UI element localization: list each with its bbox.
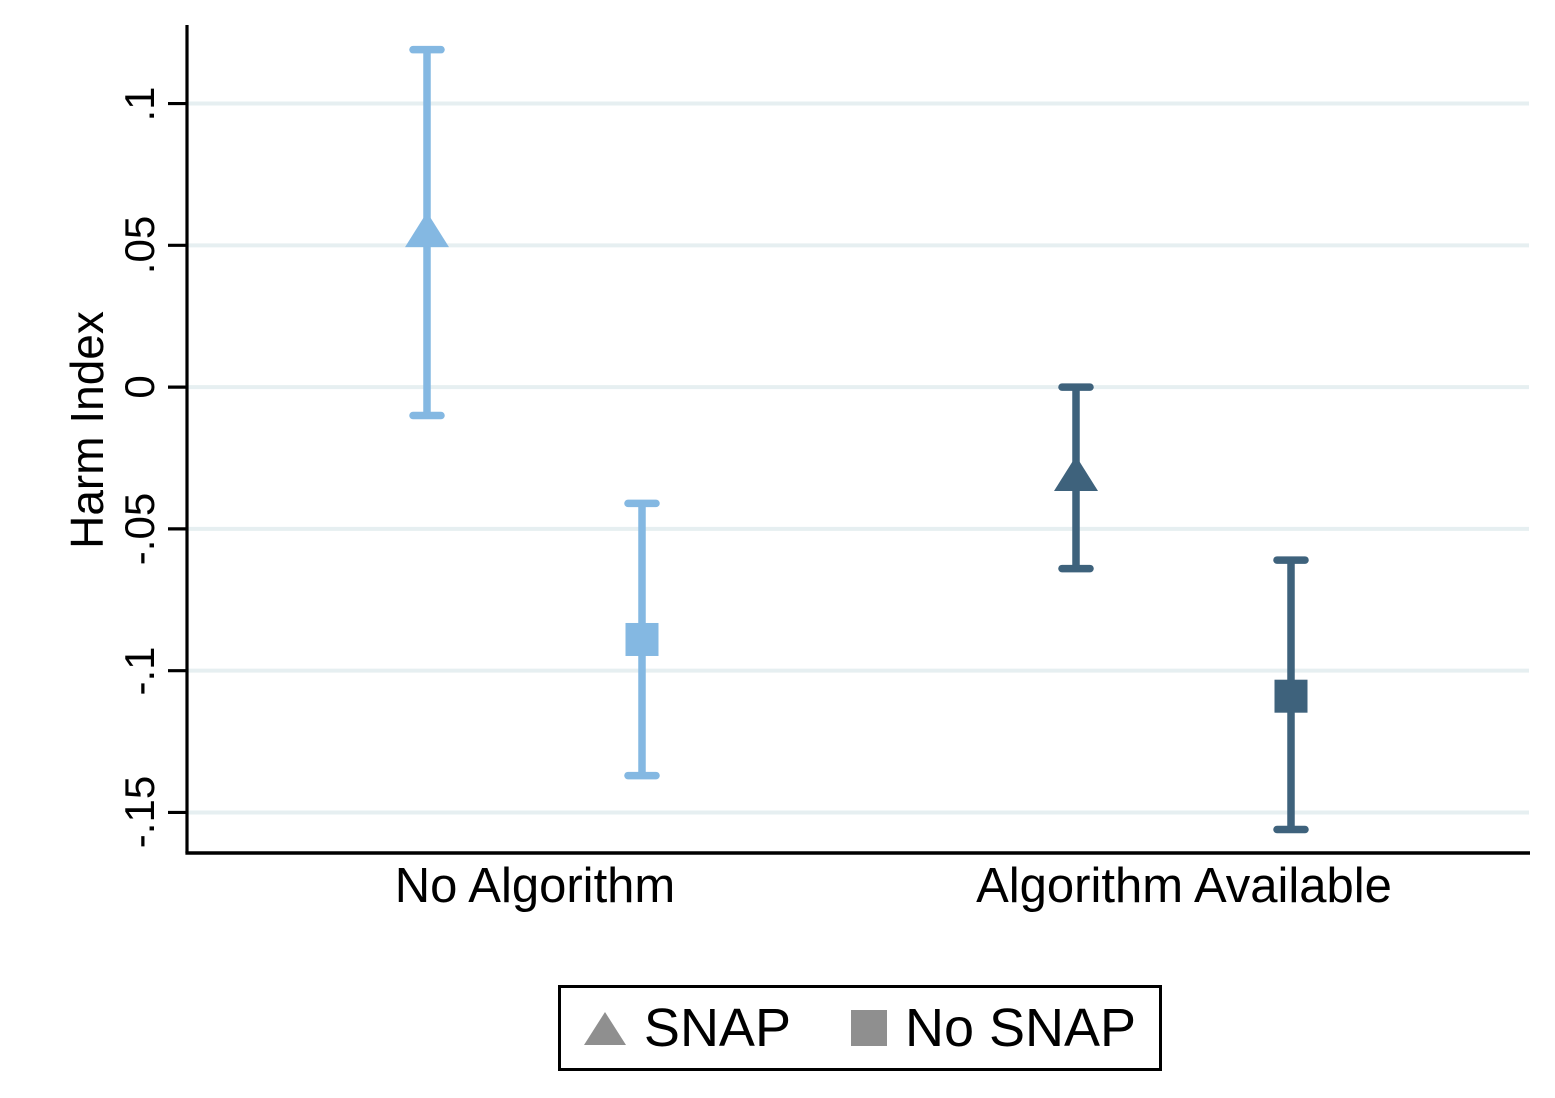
no-snap-square-icon xyxy=(850,1010,887,1046)
legend-label-snap: SNAP xyxy=(643,998,791,1058)
x-category-label: No Algorithm xyxy=(394,859,676,913)
legend-item-snap: SNAP xyxy=(583,997,791,1059)
y-tick-label: .1 xyxy=(116,86,163,122)
y-tick-label: -.1 xyxy=(116,646,163,696)
legend-item-no-snap: No SNAP xyxy=(850,997,1137,1059)
x-category-label: Algorithm Available xyxy=(976,859,1392,913)
snap-triangle-icon xyxy=(583,1011,626,1045)
y-tick-label: 0 xyxy=(116,375,163,399)
y-tick-label: -.15 xyxy=(116,776,163,849)
y-tick-label: -.05 xyxy=(116,492,163,566)
legend-triangle-shape xyxy=(583,1011,626,1045)
legend: SNAP No SNAP xyxy=(558,985,1162,1071)
snap-point-marker xyxy=(405,212,449,248)
legend-label-no-snap: No SNAP xyxy=(904,998,1137,1058)
no-snap-point-marker xyxy=(1274,679,1308,713)
y-axis-title: Harm Index xyxy=(61,311,113,549)
legend-square-shape xyxy=(850,1010,887,1046)
snap-point-marker xyxy=(1054,456,1098,492)
no-snap-point-marker xyxy=(625,622,659,656)
y-tick-label: .05 xyxy=(116,216,163,275)
